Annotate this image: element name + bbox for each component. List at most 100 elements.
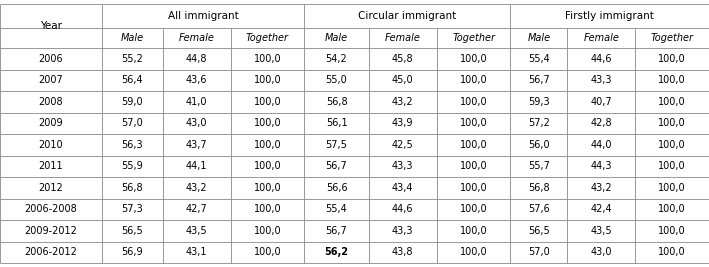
Text: 54,2: 54,2 bbox=[325, 54, 347, 64]
Text: 43,3: 43,3 bbox=[392, 161, 413, 171]
Text: 59,0: 59,0 bbox=[121, 97, 143, 107]
Text: 42,8: 42,8 bbox=[591, 118, 612, 128]
Text: 100,0: 100,0 bbox=[659, 247, 686, 257]
Text: 57,2: 57,2 bbox=[528, 118, 549, 128]
Text: 43,1: 43,1 bbox=[186, 247, 207, 257]
Text: 59,3: 59,3 bbox=[528, 97, 549, 107]
Text: Year: Year bbox=[40, 21, 62, 31]
Text: 56,0: 56,0 bbox=[528, 140, 549, 150]
Text: Together: Together bbox=[246, 33, 289, 43]
Text: 56,7: 56,7 bbox=[325, 226, 347, 236]
Text: Male: Male bbox=[121, 33, 144, 43]
Text: 44,6: 44,6 bbox=[591, 54, 612, 64]
Text: 56,8: 56,8 bbox=[121, 183, 143, 193]
Text: 57,5: 57,5 bbox=[325, 140, 347, 150]
Text: 42,5: 42,5 bbox=[392, 140, 413, 150]
Text: 100,0: 100,0 bbox=[254, 54, 281, 64]
Text: 56,5: 56,5 bbox=[528, 226, 549, 236]
Text: 55,9: 55,9 bbox=[121, 161, 143, 171]
Text: 56,1: 56,1 bbox=[325, 118, 347, 128]
Text: 43,5: 43,5 bbox=[591, 226, 612, 236]
Text: 100,0: 100,0 bbox=[460, 161, 487, 171]
Text: 100,0: 100,0 bbox=[659, 226, 686, 236]
Text: 43,4: 43,4 bbox=[392, 183, 413, 193]
Text: 2006-2012: 2006-2012 bbox=[25, 247, 77, 257]
Text: 100,0: 100,0 bbox=[254, 183, 281, 193]
Text: 100,0: 100,0 bbox=[460, 97, 487, 107]
Text: 100,0: 100,0 bbox=[460, 140, 487, 150]
Text: 40,7: 40,7 bbox=[591, 97, 612, 107]
Text: 2010: 2010 bbox=[39, 140, 63, 150]
Text: Firstly immigrant: Firstly immigrant bbox=[565, 11, 654, 21]
Text: Female: Female bbox=[179, 33, 215, 43]
Text: 100,0: 100,0 bbox=[254, 226, 281, 236]
Text: Male: Male bbox=[325, 33, 348, 43]
Text: 43,2: 43,2 bbox=[591, 183, 612, 193]
Text: 56,4: 56,4 bbox=[121, 75, 143, 85]
Text: 43,7: 43,7 bbox=[186, 140, 208, 150]
Text: 100,0: 100,0 bbox=[254, 204, 281, 214]
Text: 43,3: 43,3 bbox=[392, 226, 413, 236]
Text: 56,7: 56,7 bbox=[325, 161, 347, 171]
Text: 45,8: 45,8 bbox=[392, 54, 413, 64]
Text: 100,0: 100,0 bbox=[254, 140, 281, 150]
Text: 55,4: 55,4 bbox=[325, 204, 347, 214]
Text: 43,2: 43,2 bbox=[186, 183, 208, 193]
Text: Together: Together bbox=[452, 33, 495, 43]
Text: 100,0: 100,0 bbox=[659, 161, 686, 171]
Text: 100,0: 100,0 bbox=[460, 226, 487, 236]
Text: All immigrant: All immigrant bbox=[168, 11, 239, 21]
Text: 2007: 2007 bbox=[39, 75, 63, 85]
Text: 43,8: 43,8 bbox=[392, 247, 413, 257]
Text: 100,0: 100,0 bbox=[659, 75, 686, 85]
Text: 100,0: 100,0 bbox=[254, 118, 281, 128]
Text: 56,7: 56,7 bbox=[528, 75, 549, 85]
Text: 44,1: 44,1 bbox=[186, 161, 207, 171]
Text: 100,0: 100,0 bbox=[460, 118, 487, 128]
Text: 2012: 2012 bbox=[39, 183, 63, 193]
Text: 42,7: 42,7 bbox=[186, 204, 208, 214]
Text: 55,4: 55,4 bbox=[528, 54, 549, 64]
Text: 100,0: 100,0 bbox=[460, 183, 487, 193]
Text: 2006-2008: 2006-2008 bbox=[25, 204, 77, 214]
Text: 56,8: 56,8 bbox=[528, 183, 549, 193]
Text: 2006: 2006 bbox=[39, 54, 63, 64]
Text: 43,5: 43,5 bbox=[186, 226, 208, 236]
Text: Circular immigrant: Circular immigrant bbox=[358, 11, 457, 21]
Text: 100,0: 100,0 bbox=[659, 183, 686, 193]
Text: 56,6: 56,6 bbox=[325, 183, 347, 193]
Text: 56,2: 56,2 bbox=[325, 247, 349, 257]
Text: 100,0: 100,0 bbox=[254, 75, 281, 85]
Text: 100,0: 100,0 bbox=[659, 97, 686, 107]
Text: 44,8: 44,8 bbox=[186, 54, 207, 64]
Text: 100,0: 100,0 bbox=[460, 247, 487, 257]
Text: 43,0: 43,0 bbox=[186, 118, 207, 128]
Text: Female: Female bbox=[385, 33, 420, 43]
Text: 43,0: 43,0 bbox=[591, 247, 612, 257]
Text: 100,0: 100,0 bbox=[460, 204, 487, 214]
Text: 100,0: 100,0 bbox=[659, 140, 686, 150]
Text: 41,0: 41,0 bbox=[186, 97, 207, 107]
Text: 100,0: 100,0 bbox=[659, 54, 686, 64]
Text: 100,0: 100,0 bbox=[254, 247, 281, 257]
Text: 43,6: 43,6 bbox=[186, 75, 207, 85]
Text: 2009: 2009 bbox=[39, 118, 63, 128]
Text: 55,2: 55,2 bbox=[121, 54, 143, 64]
Text: 44,0: 44,0 bbox=[591, 140, 612, 150]
Text: 2011: 2011 bbox=[39, 161, 63, 171]
Text: 100,0: 100,0 bbox=[460, 75, 487, 85]
Text: 57,3: 57,3 bbox=[121, 204, 143, 214]
Text: Together: Together bbox=[651, 33, 693, 43]
Text: 56,5: 56,5 bbox=[121, 226, 143, 236]
Text: 43,3: 43,3 bbox=[591, 75, 612, 85]
Text: 2008: 2008 bbox=[39, 97, 63, 107]
Text: Male: Male bbox=[527, 33, 550, 43]
Text: 100,0: 100,0 bbox=[659, 118, 686, 128]
Text: 56,9: 56,9 bbox=[121, 247, 143, 257]
Text: 57,6: 57,6 bbox=[528, 204, 549, 214]
Text: 2009-2012: 2009-2012 bbox=[25, 226, 77, 236]
Text: 42,4: 42,4 bbox=[591, 204, 612, 214]
Text: 44,6: 44,6 bbox=[392, 204, 413, 214]
Text: 43,2: 43,2 bbox=[392, 97, 413, 107]
Text: 55,7: 55,7 bbox=[528, 161, 549, 171]
